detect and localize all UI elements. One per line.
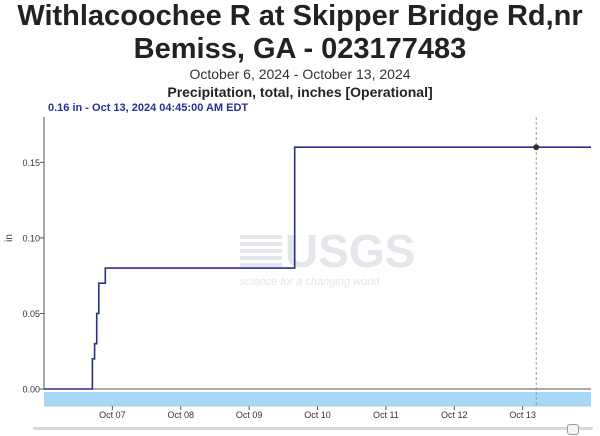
usgs-logo-text: USGS <box>285 225 415 277</box>
slider-handle[interactable] <box>567 424 579 435</box>
x-tick-label: Oct 08 <box>168 410 195 420</box>
hover-readout: 0.16 in - Oct 13, 2024 04:45:00 AM EDT <box>48 102 249 114</box>
chart-title-line-2: Bemiss, GA - 023177483 <box>133 33 467 65</box>
x-tick-label: Oct 10 <box>304 410 331 420</box>
usgs-logo-stripe <box>240 249 282 253</box>
y-tick-label: 0.15 <box>22 158 40 168</box>
x-tick-label: Oct 09 <box>236 410 263 420</box>
range-slider[interactable] <box>33 424 593 435</box>
x-tick-label: Oct 07 <box>99 410 126 420</box>
y-tick-label: 0.00 <box>22 385 40 395</box>
x-tick-label: Oct 11 <box>373 410 399 420</box>
series-layer <box>44 146 591 390</box>
series-line <box>44 146 591 390</box>
usgs-logo-mark <box>240 235 282 267</box>
usgs-logo-stripe <box>240 242 282 246</box>
hover-cursor <box>533 117 540 406</box>
x-tick-label: Oct 12 <box>441 410 468 420</box>
date-range: October 6, 2024 - October 13, 2024 <box>189 66 411 82</box>
usgs-tagline: science for a changing world <box>240 276 380 288</box>
usgs-logo-stripe <box>240 235 282 239</box>
cursor-point <box>533 144 540 151</box>
slider-track[interactable] <box>33 427 593 430</box>
range-navigator[interactable] <box>44 392 591 407</box>
navigator-band <box>44 392 591 406</box>
parameter-label: Precipitation, total, inches [Operationa… <box>167 84 433 100</box>
y-tick-label: 0.10 <box>22 233 40 243</box>
usgs-logo-stripe <box>240 263 282 267</box>
chart-axes: 0.00 0.05 0.10 0.15 Oct 07 Oct 08 Oct 09 Oct 10… <box>22 117 591 420</box>
usgs-watermark: USGS science for a changing world <box>240 225 415 288</box>
x-tick-label: Oct 13 <box>509 410 536 420</box>
usgs-logo-stripe <box>240 256 282 260</box>
chart-title-line-1: Withlacoochee R at Skipper Bridge Rd,nr <box>17 0 583 32</box>
y-tick-label: 0.05 <box>22 309 40 319</box>
y-axis-label: in <box>4 234 15 242</box>
